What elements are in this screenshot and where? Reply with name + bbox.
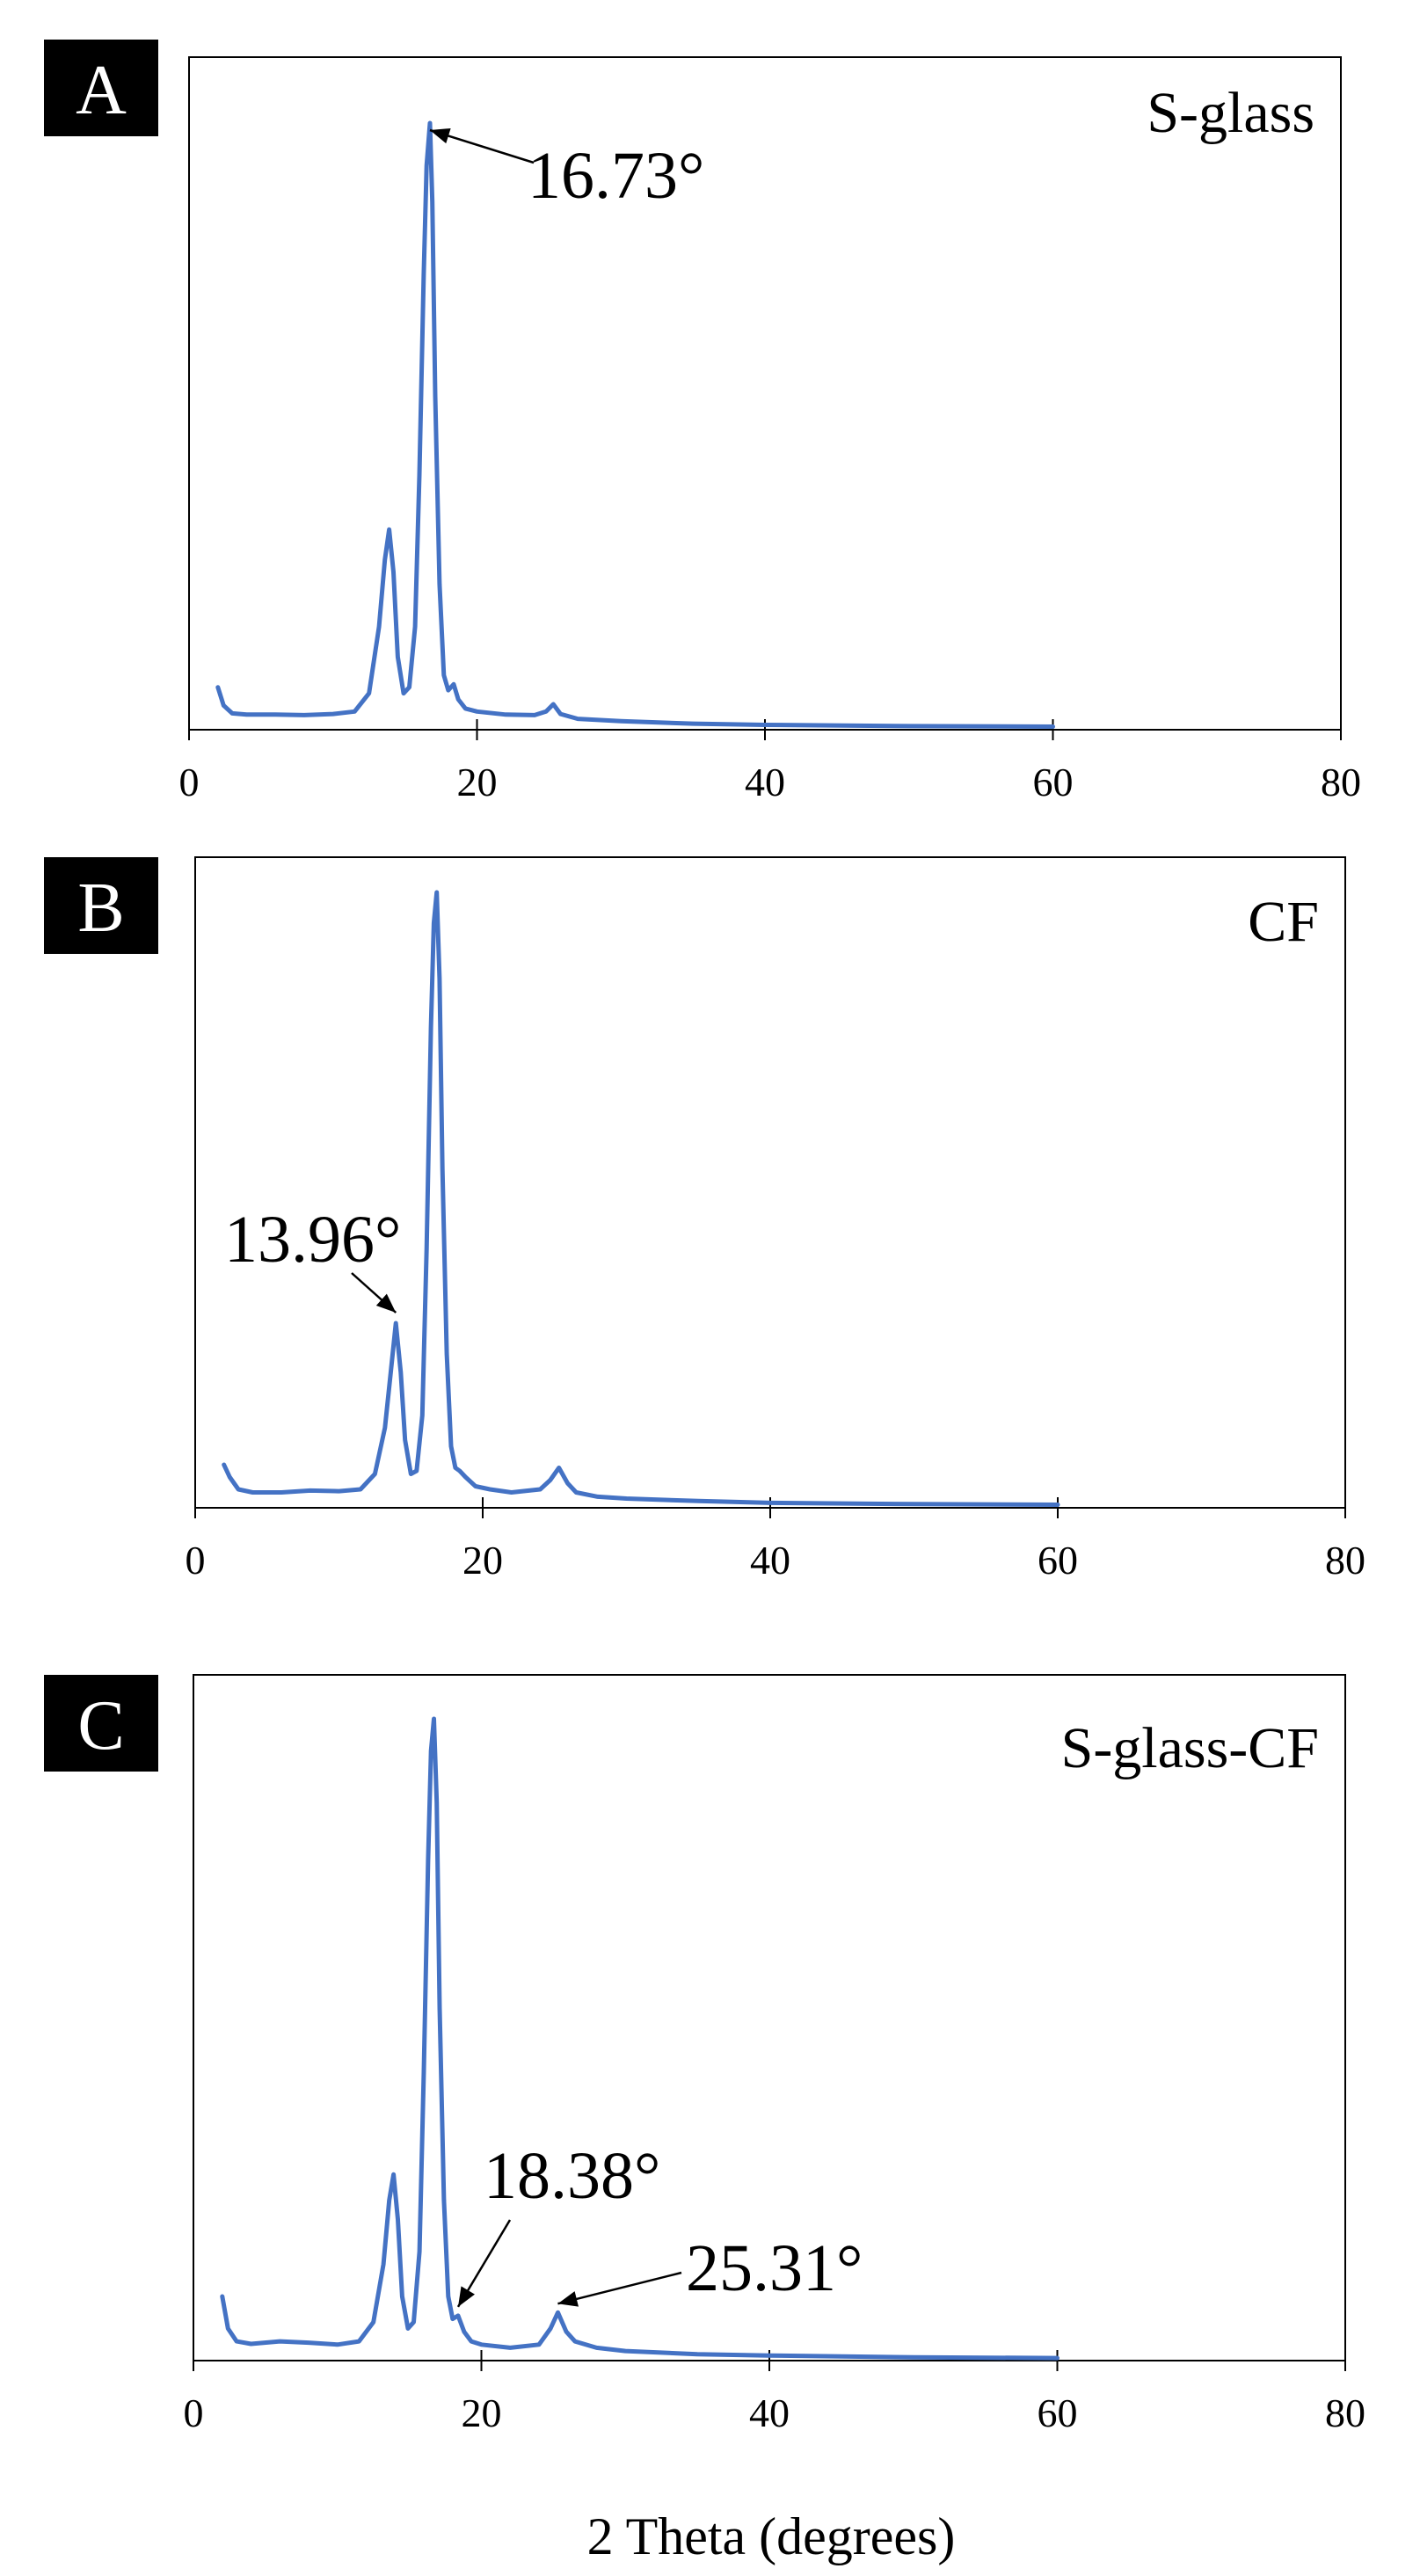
x-tick-label: 60 — [1033, 760, 1074, 804]
panel-name: S-glass — [1147, 81, 1314, 145]
x-tick-label: 60 — [1038, 1538, 1078, 1583]
plot-frame — [188, 56, 1342, 731]
x-tick-label: 40 — [749, 2390, 790, 2435]
peak-annotation: 16.73° — [528, 139, 704, 213]
annotation-arrowhead — [375, 1293, 397, 1313]
panel-letter: C — [77, 1687, 124, 1765]
x-tick-label: 0 — [184, 2390, 204, 2435]
x-tick-label: 20 — [462, 1538, 503, 1583]
peak-annotation: 18.38° — [484, 2139, 660, 2213]
x-tick-label: 20 — [457, 760, 498, 804]
x-tick-label: 80 — [1325, 2390, 1365, 2435]
panel-b: 0 20 40 60 80 B CF 13.96° — [44, 856, 1365, 1583]
x-tick-label: 0 — [179, 760, 200, 804]
peak-annotation: 25.31° — [686, 2231, 863, 2305]
panel-letter: B — [77, 870, 124, 947]
annotation-arrow — [557, 2271, 682, 2305]
x-tick-label: 20 — [462, 2390, 502, 2435]
panel-a: 0 20 40 60 80 A S-glass 16.73° — [44, 40, 1361, 804]
x-tick-label: 80 — [1321, 760, 1361, 804]
panel-name: CF — [1248, 890, 1319, 954]
annotation-arrowhead — [457, 2286, 475, 2307]
x-tick-label: 40 — [745, 760, 785, 804]
panel-c: 0 20 40 60 80 C S-glass-CF 18.38° 25.31° — [44, 1674, 1365, 2435]
xrd-series-line — [215, 120, 1055, 729]
annotation-arrowhead — [429, 127, 451, 144]
peak-annotation: 13.96° — [224, 1203, 401, 1277]
x-tick-label: 40 — [750, 1538, 790, 1583]
x-tick-label: 60 — [1038, 2390, 1078, 2435]
panel-letter-badge — [44, 40, 158, 136]
plot-frame — [194, 856, 1346, 1509]
x-tick-label: 80 — [1325, 1538, 1365, 1583]
x-tick-label: 0 — [186, 1538, 206, 1583]
panel-letter-badge — [44, 1675, 158, 1772]
xrd-series-line — [222, 890, 1060, 1507]
panel-letter-badge — [44, 857, 158, 954]
panel-letter: A — [76, 52, 127, 129]
panel-name: S-glass-CF — [1061, 1716, 1319, 1780]
xrd-series-line — [220, 1716, 1060, 2361]
x-axis-label: 2 Theta (degrees) — [587, 2507, 956, 2565]
annotation-arrowhead — [557, 2291, 579, 2307]
